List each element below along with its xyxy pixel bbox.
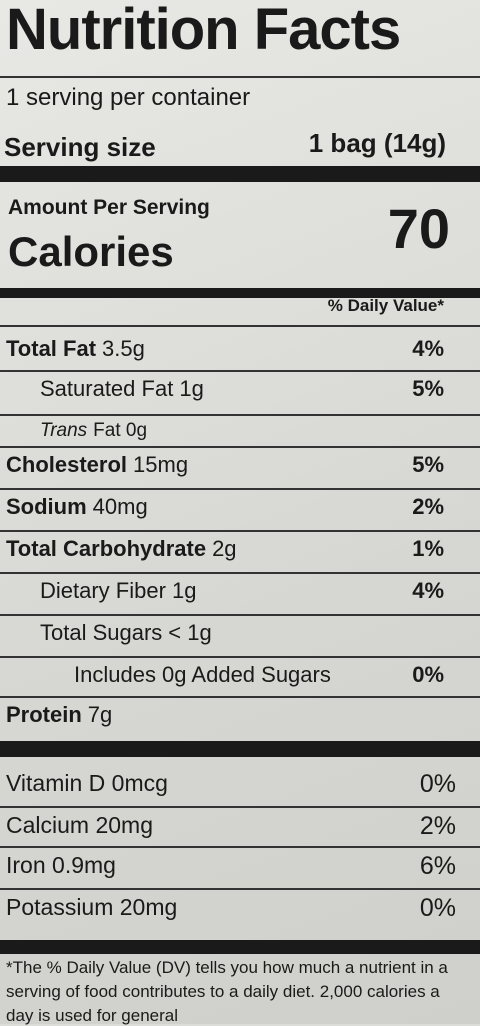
nutrient-dv: 4% (412, 578, 444, 603)
nutrient-dv: 1% (412, 536, 444, 561)
nutrient-amount: 15mg (133, 452, 189, 477)
servings: 1 serving per container (6, 84, 251, 111)
divider (0, 846, 480, 848)
divider (0, 656, 480, 658)
nutrient-name: Dietary Fiber 1g (40, 578, 197, 603)
medium-divider (0, 288, 480, 298)
nutrient-name: Includes 0g Added Sugars (74, 662, 331, 687)
divider (0, 572, 480, 574)
amount-per-serving: Amount Per Serving (8, 196, 210, 219)
vitamin-dv: 0% (419, 770, 456, 798)
nutrient-name: Saturated Fat 1g (40, 376, 204, 401)
thick-divider (0, 940, 480, 954)
serving-size-label: Serving size (4, 132, 156, 162)
nutrient-dv: 5% (412, 376, 444, 401)
nutrient-amount: Fat 0g (93, 420, 148, 441)
nutrient-name: Trans (40, 420, 88, 441)
divider (0, 696, 480, 698)
nutrient-name: Total Fat (6, 336, 97, 361)
vitamin-name: Vitamin D 0mcg (6, 770, 168, 796)
footnote-line: *The % Daily Value (DV) tells you how mu… (6, 958, 448, 977)
divider (0, 76, 480, 78)
divider (0, 325, 480, 327)
footnote-line: serving of food contributes to a daily d… (6, 982, 440, 1001)
nutrient-amount: < 1g (168, 620, 212, 645)
nutrient-amount: 2g (212, 536, 237, 561)
nutrient-dv: 2% (412, 494, 444, 519)
nutrient-name: Total Sugars (40, 620, 163, 645)
divider (0, 370, 480, 372)
nutrient-amount: 3.5g (102, 336, 145, 361)
vitamin-name: Calcium 20mg (6, 812, 153, 838)
vitamin-dv: 2% (419, 812, 456, 840)
vitamin-dv: 6% (419, 852, 456, 880)
calories-label: Calories (8, 228, 174, 275)
nutrient-name: Cholesterol (6, 452, 128, 477)
nutrient-dv: 4% (412, 336, 444, 361)
serving-size-value: 1 bag (14g) (308, 128, 446, 158)
nutrient-name: Protein (6, 702, 82, 727)
daily-value-header: % Daily Value* (327, 296, 444, 315)
divider (0, 614, 480, 616)
divider (0, 414, 480, 416)
nutrient-amount: 40mg (92, 494, 148, 519)
thick-divider (0, 741, 480, 757)
nutrient-dv: 0% (412, 662, 444, 687)
vitamin-name: Potassium 20mg (6, 894, 178, 920)
nutrient-dv: 5% (412, 452, 444, 477)
nutrient-name: Total Carbohydrate (6, 536, 207, 561)
divider (0, 530, 480, 532)
nutrient-amount: 7g (87, 702, 113, 727)
divider (0, 446, 480, 448)
divider (0, 488, 480, 490)
thick-divider (0, 166, 480, 182)
title: Nutrition Facts (6, 0, 401, 62)
divider (0, 888, 480, 890)
footnote-line: day is used for general (6, 1006, 178, 1025)
calories-value: 70 (387, 197, 450, 260)
nutrient-name: Sodium (6, 494, 87, 519)
vitamin-name: Iron 0.9mg (6, 852, 116, 878)
divider (0, 806, 480, 808)
vitamin-dv: 0% (419, 894, 456, 922)
